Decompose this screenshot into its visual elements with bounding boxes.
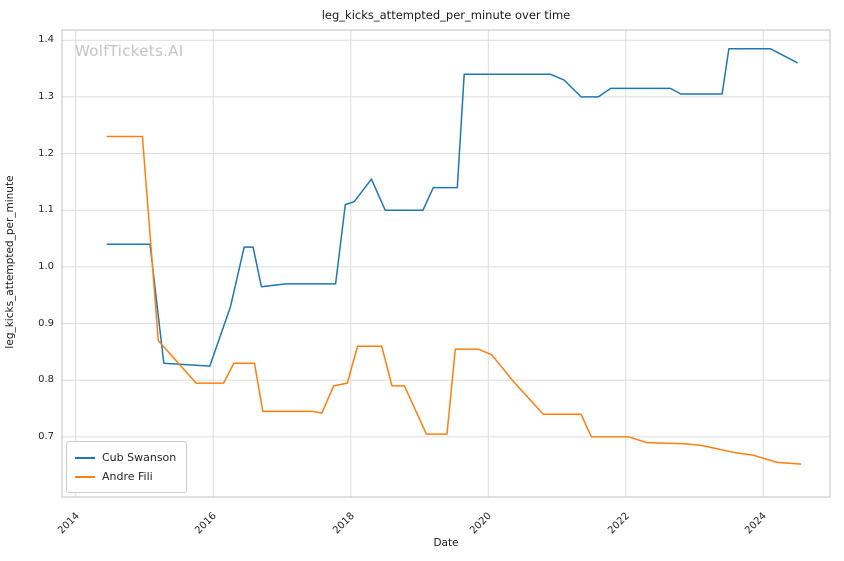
series-line-cub-swanson (106, 47, 799, 367)
y-tick-label: 0.7 (38, 430, 54, 442)
legend-line-swatch (75, 456, 95, 459)
y-tick-label: 1.4 (38, 34, 54, 46)
legend: Cub Swanson Andre Fili (66, 441, 188, 493)
y-tick-label: 1.2 (38, 147, 54, 159)
y-tick-label: 1.3 (38, 90, 54, 102)
x-axis-label: Date (433, 537, 459, 549)
y-tick-label: 1.0 (38, 260, 54, 272)
legend-label: Cub Swanson (102, 451, 177, 464)
y-tick-label: 1.1 (38, 204, 54, 216)
y-axis-label: leg_kicks_attempted_per_minute (4, 175, 16, 349)
plot-border (61, 29, 831, 498)
legend-line-swatch (75, 475, 95, 478)
legend-item-andre-fili: Andre Fili (75, 467, 176, 486)
y-tick-label: 0.9 (38, 317, 54, 329)
y-tick-label: 0.8 (38, 374, 54, 386)
legend-item-cub-swanson: Cub Swanson (75, 448, 176, 467)
chart-title: leg_kicks_attempted_per_minute over time (321, 8, 571, 22)
legend-label: Andre Fili (102, 470, 153, 483)
series-line-andre-fili (106, 135, 802, 465)
watermark: WolfTickets.AI (75, 42, 184, 60)
